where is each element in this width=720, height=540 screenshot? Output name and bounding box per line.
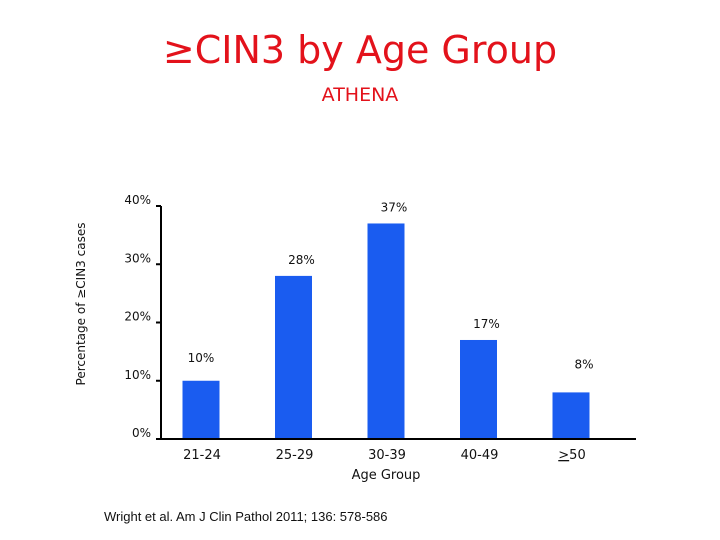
bar-21-24 <box>182 380 220 439</box>
x-axis-label: Age Group <box>352 468 421 483</box>
bar-25-29 <box>275 275 312 439</box>
y-tick-label: 0% <box>132 426 151 440</box>
x-category-label: 21-24 <box>183 448 221 463</box>
bar-value-label: 17% <box>473 317 500 331</box>
y-tick-label: 40% <box>124 193 151 207</box>
chart-title: ≥CIN3 by Age Group <box>162 28 558 72</box>
x-category-label: 25-29 <box>276 448 314 463</box>
x-category-label: 40-49 <box>461 448 499 463</box>
y-tick-label: 10% <box>124 368 151 382</box>
y-tick-label: 30% <box>124 251 151 265</box>
x-category-label: >50 <box>558 448 585 463</box>
citation: Wright et al. Am J Clin Pathol 2011; 136… <box>104 509 388 524</box>
x-category-label: 30-39 <box>368 448 406 463</box>
bar-value-label: 10% <box>188 351 215 365</box>
y-tick-label: 20% <box>124 310 151 324</box>
bar-value-label: 28% <box>288 253 315 267</box>
chart-subtitle: ATHENA <box>321 84 399 106</box>
bar->50 <box>552 392 590 439</box>
bar-40-49 <box>460 339 497 439</box>
bar-30-39 <box>367 223 405 439</box>
bar-value-label: 37% <box>381 200 408 214</box>
bar-value-label: 8% <box>574 357 593 371</box>
